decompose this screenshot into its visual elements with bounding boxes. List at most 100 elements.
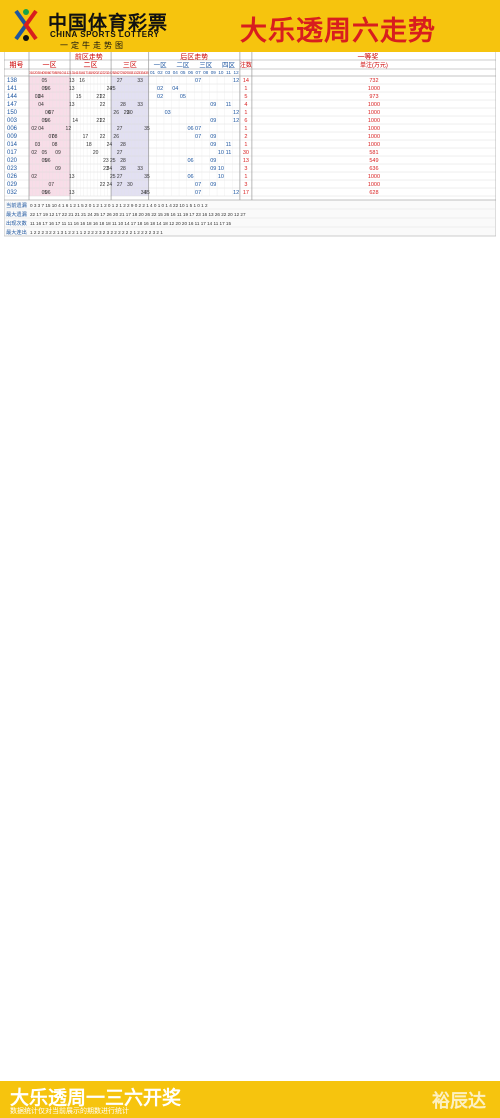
front-ball: 05 [42,190,48,196]
issue-number: 138 [7,78,18,84]
prize-amount: 973 [369,94,378,100]
page-title: 大乐透周六走势 [240,16,436,46]
back-ball: 12 [233,78,239,84]
issue-number: 006 [7,126,18,132]
front-column-label: 17 [84,71,88,75]
front-ball: 26 [113,134,119,140]
front-ball: 04 [38,94,44,100]
prize-amount: 636 [369,166,378,172]
summary-values: 0 3 3 7 15 10 4 1 6 1 2 1 5 2 0 1 2 1 2 … [30,203,208,208]
prize-count: 6 [244,118,247,124]
front-column-label: 10 [60,71,64,75]
front-ball: 05 [42,158,48,164]
issue-number: 017 [7,150,18,156]
prize-count: 1 [244,110,247,116]
front-ball: 25 [110,174,116,180]
front-column-label: 11 [63,71,67,75]
back-column-label: 12 [234,70,240,75]
summary-values: 11 16 17 16 17 11 11 16 16 18 16 18 18 1… [30,221,231,226]
prize-count: 4 [244,102,247,108]
issue-number: 147 [7,102,18,108]
front-column-label: 15 [77,71,81,75]
issue-number: 141 [7,86,18,92]
back-column-label: 05 [180,70,186,75]
front-column-label: 05 [42,71,46,75]
back-ball: 03 [165,110,171,116]
back-ball: 10 [218,174,224,180]
front-ball: 14 [72,118,78,124]
prize-amount: 1000 [368,86,380,92]
front-ball: 06 [45,86,51,92]
header-banner: 中国体育彩票 CHINA SPORTS LOTTERY 一定牛走势图 大乐透周六… [0,0,500,52]
front-column-label: 21 [97,71,101,75]
front-ball: 03 [35,142,41,148]
issue-number: 029 [7,182,18,188]
back-ball: 02 [157,86,163,92]
amount-header: 单注(万元) [360,61,388,69]
front-ball: 08 [52,134,58,140]
issue-number: 003 [7,118,18,124]
front-column-label: 04 [39,71,43,75]
front-zone3-bg [111,76,149,196]
prize-count: 5 [244,94,247,100]
back-ball: 07 [195,182,201,188]
back-ball: 11 [226,150,232,156]
front-ball: 13 [69,102,75,108]
prize-amount: 1000 [368,134,380,140]
back-column-label: 08 [203,70,209,75]
front-ball: 15 [76,94,82,100]
front-ball: 06 [45,190,51,196]
front-ball: 21 [96,94,102,100]
front-ball: 27 [117,174,123,180]
front-ball: 03 [35,94,41,100]
back-column-label: 07 [196,70,202,75]
front-ball: 09 [55,150,61,156]
front-ball: 33 [137,166,143,172]
summary-label: 出现次数 [6,219,28,227]
front-ball: 13 [69,78,75,84]
issue-number: 023 [7,166,18,172]
issue-number: 014 [7,142,18,148]
front-ball: 27 [117,150,123,156]
front-ball: 07 [48,182,54,188]
prize-amount: 1000 [368,102,380,108]
front-ball: 28 [120,142,126,148]
front-ball: 02 [31,150,37,156]
prize-amount: 1000 [368,174,380,180]
issue-header: 期号 [10,61,24,69]
summary-label: 最大遗漏 [6,210,27,218]
front-ball: 25 [110,158,116,164]
back-column-label: 02 [158,70,164,75]
back-subzone-header: 三区 [199,61,213,69]
prize-count: 3 [244,182,247,188]
back-ball: 10 [218,150,224,156]
first-prize-header: 一等奖 [357,52,378,61]
footer-banner: 大乐透周一三六开奖 数据统计仅对当前展示的期数进行统计 裕辰达 [0,1081,500,1118]
prize-count: 30 [243,150,249,156]
front-column-label: 20 [94,71,98,75]
front-column-label: 34 [142,71,146,75]
front-column-label: 06 [46,71,50,75]
zone3-header: 三区 [123,61,137,69]
front-column-label: 08 [53,71,57,75]
front-column-label: 13 [70,71,74,75]
count-header: 注数 [240,61,252,69]
summary-values: 1 2 2 2 3 2 2 1 3 1 2 2 1 1 2 2 2 2 3 2 … [30,230,163,235]
back-ball: 07 [195,134,201,140]
front-ball: 26 [113,110,119,116]
front-ball: 02 [31,174,37,180]
prize-count: 17 [243,190,249,196]
front-ball: 29 [124,110,130,116]
front-column-label: 07 [49,71,53,75]
front-ball: 28 [120,166,126,172]
summary-label: 当前遗漏 [6,201,27,209]
front-column-label: 18 [87,71,91,75]
back-subzone-header: 四区 [222,61,236,69]
back-ball: 07 [195,190,201,196]
front-column-label: 31 [131,71,135,75]
front-ball: 07 [48,134,54,140]
front-ball: 08 [52,142,58,148]
back-ball: 04 [172,86,178,92]
front-ball: 02 [31,126,37,132]
front-ball: 30 [127,182,133,188]
